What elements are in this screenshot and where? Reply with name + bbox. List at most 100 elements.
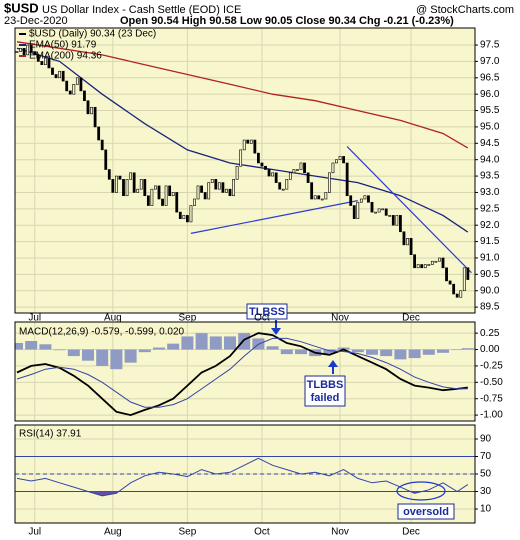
histogram-bar [167, 343, 180, 350]
candle [349, 195, 353, 206]
histogram-bar [451, 349, 464, 351]
candle [434, 260, 438, 263]
candle [125, 179, 129, 197]
candle [409, 238, 413, 255]
candle [221, 182, 225, 193]
x-tick-label: Sep [179, 313, 197, 324]
candle [186, 215, 189, 223]
candle [171, 192, 175, 197]
candle [115, 175, 118, 193]
y-tick-label: -0.50 [480, 377, 503, 388]
candle [299, 162, 303, 170]
y-tick-label: 90 [480, 434, 492, 445]
histogram-bar [124, 349, 137, 363]
candle [313, 195, 317, 200]
candle [292, 169, 296, 174]
y-tick-label: 0.25 [480, 328, 500, 339]
candle [72, 84, 76, 95]
candle [445, 267, 448, 282]
y-tick-label: 90.5 [480, 269, 500, 280]
candle [26, 44, 30, 56]
y-tick-label: 10 [480, 504, 492, 515]
legend-label: EMA(200) 94.36 [29, 51, 102, 62]
y-tick-label: -0.75 [480, 393, 503, 404]
candle [43, 57, 47, 65]
candle [377, 208, 381, 213]
candle [398, 215, 402, 233]
y-tick-label: 93.5 [480, 171, 500, 182]
candle [83, 90, 86, 102]
x-tick-label: Sep [179, 527, 197, 538]
annotation-arrow [271, 320, 281, 335]
source: @ StockCharts.com [416, 4, 514, 16]
candle [356, 201, 360, 219]
annotation-arrow [328, 360, 338, 374]
ema-line [16, 47, 469, 233]
x-tick-label: Oct [254, 313, 270, 324]
candle [342, 156, 346, 164]
y-tick-label: -1.00 [480, 410, 503, 421]
candle [122, 179, 125, 197]
candle [466, 267, 470, 280]
candle [47, 57, 51, 69]
y-tick-label: 92.0 [480, 220, 500, 231]
candle [402, 231, 406, 246]
candle [65, 80, 69, 92]
candle [97, 126, 101, 141]
y-tick-label: 30 [480, 486, 492, 497]
candle [239, 149, 243, 167]
candle [150, 188, 154, 206]
candle [448, 280, 452, 285]
candle [296, 169, 299, 171]
candle [68, 90, 72, 95]
candle [306, 172, 310, 183]
candle [256, 152, 260, 164]
panel-border [14, 424, 476, 524]
histogram-bar [53, 349, 66, 351]
candle [423, 264, 427, 269]
candle [303, 162, 306, 174]
candle [324, 192, 328, 200]
candle [143, 179, 147, 197]
candle [164, 185, 168, 206]
candle [374, 211, 377, 214]
macd-line [16, 332, 468, 417]
candle [278, 182, 282, 190]
y-tick-label: 89.5 [480, 302, 500, 313]
histogram-bar [238, 333, 251, 350]
candle [253, 139, 257, 154]
panel-label: MACD(12,26,9) -0.579, -0.599, 0.020 [19, 327, 185, 338]
y-tick-label: 94.0 [480, 154, 500, 165]
y-tick-label: 91.0 [480, 253, 500, 264]
candle [107, 169, 111, 180]
candle [90, 106, 93, 115]
y-tick-label: -0.25 [480, 361, 503, 372]
legend-label: EMA(50) 91.79 [29, 40, 97, 51]
trendline [190, 200, 358, 234]
candle [271, 172, 275, 177]
y-tick-label: 96.5 [480, 72, 500, 83]
oversold-fill [17, 491, 468, 496]
candle [338, 156, 342, 160]
candle [441, 257, 445, 269]
histogram-bar [394, 349, 407, 360]
annotation: TLBSS [249, 306, 285, 318]
y-tick-label: 0.00 [480, 344, 500, 355]
candle [455, 293, 459, 298]
histogram-bar [96, 349, 109, 366]
candle [29, 44, 33, 52]
y-tick-label: 96.0 [480, 89, 500, 100]
legend-swatch [19, 44, 26, 46]
y-tick-label: 95.5 [480, 105, 500, 116]
candle [367, 195, 370, 203]
candle [33, 51, 37, 56]
candle [249, 139, 253, 144]
legend-swatch [19, 55, 26, 57]
candle [58, 70, 62, 79]
candle [320, 198, 324, 201]
x-tick-label: Oct [254, 527, 270, 538]
candle [22, 48, 26, 56]
candle [40, 61, 44, 65]
candle [214, 179, 218, 190]
candle [232, 179, 235, 197]
